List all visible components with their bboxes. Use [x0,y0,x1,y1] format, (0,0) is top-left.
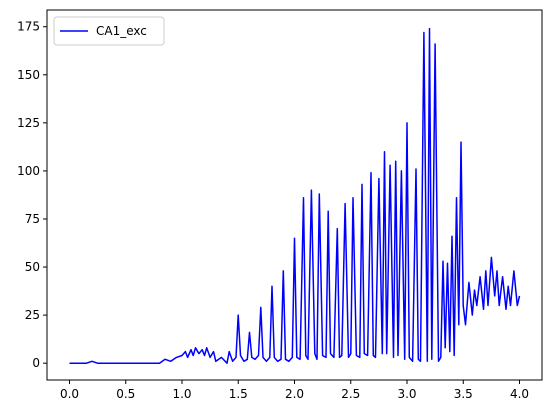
y-tick-label: 100 [17,164,40,178]
y-tick-label: 125 [17,116,40,130]
x-tick-label: 2.0 [285,387,304,401]
plot-area [47,10,542,380]
series-line-ca1-exc [69,27,521,364]
y-tick-label: 75 [25,212,40,226]
x-tick-label: 0.5 [116,387,135,401]
x-tick-label: 1.0 [172,387,191,401]
x-tick-label: 1.5 [229,387,248,401]
y-tick-label: 50 [25,260,40,274]
legend-box [53,16,165,46]
legend-label-ca1-exc: CA1_exc [96,24,147,38]
x-axis: 0.0 0.5 1.0 1.5 2.0 2.5 3.0 3.5 4.0 [60,380,529,401]
y-tick-label: 175 [17,20,40,34]
x-tick-label: 2.5 [341,387,360,401]
series-layer [69,27,521,364]
x-tick-label: 0.0 [60,387,79,401]
x-tick-label: 3.0 [397,387,416,401]
y-tick-label: 150 [17,68,40,82]
y-tick-label: 0 [32,356,40,370]
x-tick-label: 3.5 [454,387,473,401]
y-axis: 0 25 50 75 100 125 150 175 [17,20,47,370]
x-tick-label: 4.0 [510,387,529,401]
legend: CA1_exc [53,16,165,46]
y-tick-label: 25 [25,308,40,322]
